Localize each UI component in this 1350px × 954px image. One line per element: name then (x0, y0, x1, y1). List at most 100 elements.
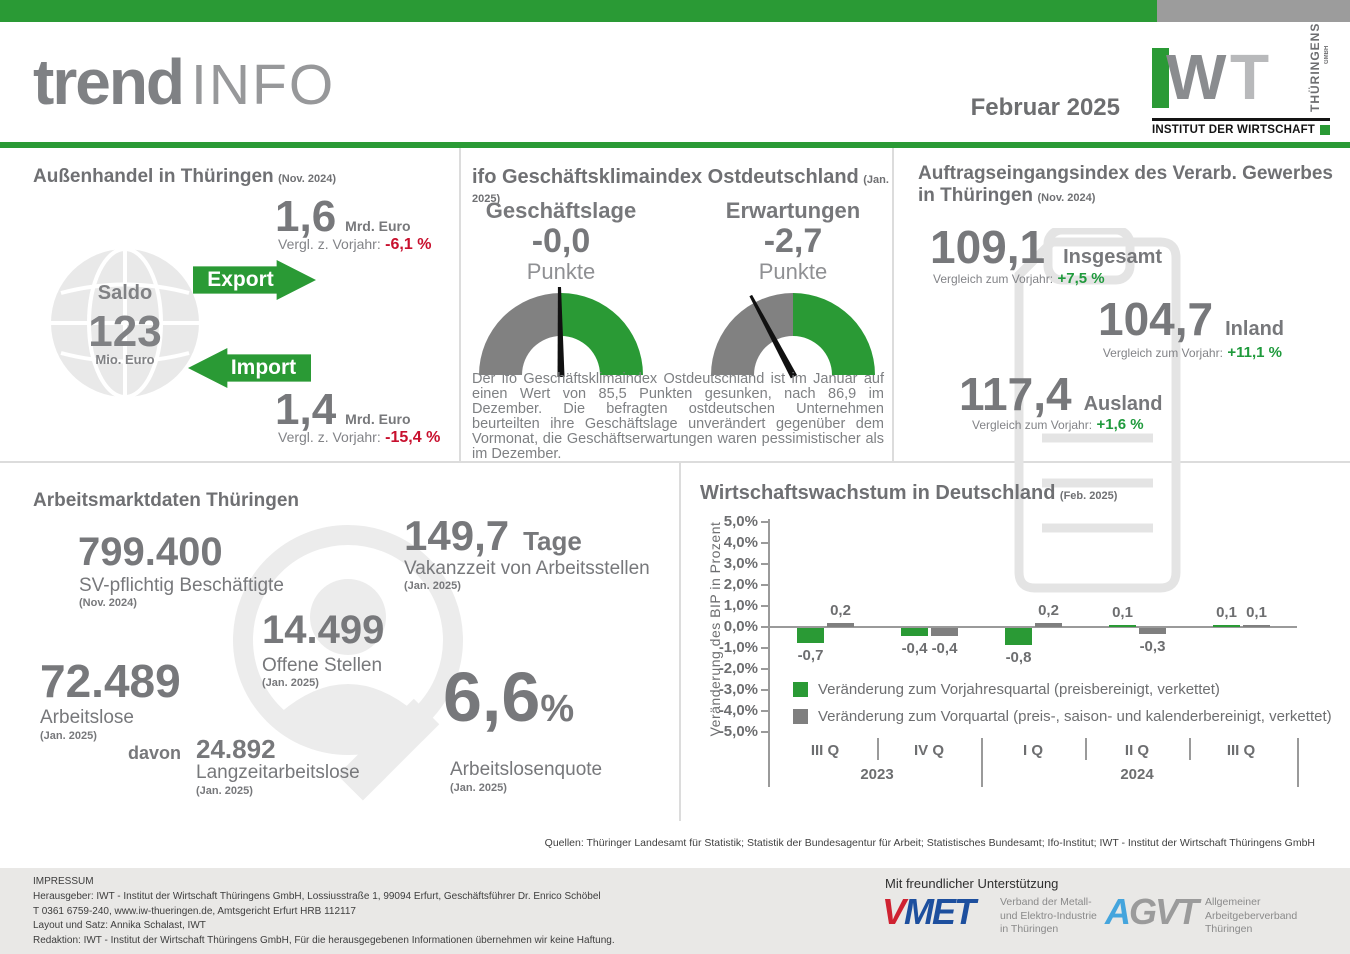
saldo-unit: Mio. Euro (95, 352, 155, 367)
gauge2-dial-icon (711, 292, 875, 379)
y-tick-label: -4,0% (718, 702, 758, 719)
bar-value-label: 0,1 (1216, 604, 1237, 621)
y-tick-label: 2,0% (723, 576, 758, 593)
chart-title-date: (Feb. 2025) (1059, 490, 1118, 502)
bar-vorquartal (931, 628, 958, 636)
offene-stellen-value: 14.499 (262, 608, 385, 652)
impressum-lines: Herausgeber: IWT - Institut der Wirtscha… (33, 890, 693, 948)
y-tick-label: 4,0% (723, 534, 758, 551)
top-green-bar (0, 0, 1350, 22)
order-inland-row: 104,7 Inland (1098, 296, 1284, 342)
arbeitsmarkt-title: Arbeitsmarktdaten Thüringen (33, 490, 300, 511)
vakanzzeit-value: 149,7 (404, 512, 510, 559)
bar-vorjahresquartal (1213, 625, 1240, 627)
gauge2-value: -2,7 (763, 222, 823, 260)
gauge1-dial-icon (479, 284, 643, 377)
legend-label: Veränderung zum Vorjahresquartal (preisb… (818, 681, 1220, 698)
panel-arbeitsmarkt: Arbeitsmarktdaten Thüringen 799.400 SV-p… (0, 462, 680, 822)
y-tick-label: 3,0% (723, 555, 758, 572)
order-total-compare-label: Vergleich zum Vorjahr: (933, 272, 1054, 286)
order-total-compare-value: +7,5 % (1057, 270, 1105, 287)
agvt-logo-gvt: GVT (1129, 891, 1199, 932)
export-arrow-label: Export (207, 268, 274, 291)
impressum-line: Layout und Satz: Annika Schalast, IWT (33, 920, 206, 932)
bar-value-label: -0,8 (1005, 649, 1032, 666)
order-ausland-compare-value: +1,6 % (1096, 416, 1144, 433)
arbeitslose-label: Arbeitslose (40, 707, 134, 728)
vmet-logo-met: MET (904, 891, 976, 932)
vmet-desc-line: und Elektro-Industrie (1000, 909, 1097, 922)
gauge2-label: Erwartungen (725, 198, 861, 223)
bar-value-label: -0,7 (797, 647, 824, 664)
legend-swatch (793, 682, 808, 697)
beschaeftigte-label: SV-pflichtig Beschäftigte (79, 575, 284, 596)
bar-vorjahresquartal (1109, 625, 1136, 627)
y-tick-mark (761, 584, 768, 586)
quarter-separator (1085, 738, 1087, 760)
x-quarter-label: IV Q (913, 742, 944, 759)
impressum-title: IMPRESSUM (33, 876, 94, 887)
import-value: 1,4 (275, 385, 337, 434)
gauge2-unit: Punkte (758, 258, 828, 284)
header-green-rule (0, 142, 1350, 148)
y-tick-label: -5,0% (718, 723, 758, 740)
agvt-desc-line: Allgemeiner (1205, 896, 1261, 908)
y-tick-mark (761, 668, 768, 670)
support-title: Mit freundlicher Unterstützung (885, 876, 1059, 891)
divider-v2 (892, 148, 894, 462)
y-tick-label: 0,0% (723, 618, 758, 635)
y-tick-label: 5,0% (723, 513, 758, 530)
y-tick-mark (761, 710, 768, 712)
logo-trend-text: trend (33, 46, 185, 118)
iwt-logo-w: W (1166, 41, 1226, 113)
bar-value-label: 0,1 (1246, 604, 1267, 621)
gauge-geschaeftslage: Geschäftslage -0,0 Punkte (478, 198, 644, 384)
chart-title-text: Wirtschaftswachstum in Deutschland (700, 482, 1056, 504)
aussenhandel-title-text: Außenhandel in Thüringen (33, 166, 274, 187)
auftrag-title-line2: in Thüringen (918, 184, 1034, 206)
order-ausland-compare: Vergleich zum Vorjahr: +1,6 % (972, 416, 1144, 434)
bar-value-label: -0,4 (901, 640, 928, 657)
panel-ifo: ifo Geschäftsklimaindex Ostdeutschland (… (460, 150, 892, 462)
iwt-logo-i-bar (1152, 48, 1169, 108)
legend-swatch (793, 709, 808, 724)
langzeit-date: (Jan. 2025) (196, 785, 253, 797)
export-unit: Mrd. Euro (345, 218, 411, 234)
langzeit-prefix: davon (128, 743, 182, 763)
bar-value-label: -0,4 (931, 640, 958, 657)
bip-bar-chart: 5,0% 4,0% 3,0% 2,0% 1,0% 0,0% -1,0% -2,0% -3,0% -… (680, 470, 1350, 822)
bar-value-label: -0,3 (1139, 638, 1166, 655)
panel-aussenhandel-title: Außenhandel in Thüringen (Nov. 2024) (33, 166, 336, 188)
auftrag-title-line1: Auftragseingangsindex des Verarb. Gewerb… (918, 163, 1333, 184)
order-total-label: Insgesamt (1063, 246, 1163, 268)
year-separator (1297, 738, 1299, 787)
vakanzzeit-date: (Jan. 2025) (404, 580, 461, 592)
legend-label: Veränderung zum Vorquartal (preis-, sais… (818, 708, 1332, 725)
panel-auftrag-title: Auftragseingangsindex des Verarb. Gewerb… (918, 163, 1333, 207)
y-tick-mark (761, 521, 768, 523)
beschaeftigte-value: 799.400 (78, 530, 223, 574)
globe-icon (51, 248, 199, 398)
order-total-value: 109,1 (930, 221, 1046, 273)
export-compare-value: -6,1 % (385, 236, 432, 253)
export-arrow: Export (193, 260, 316, 300)
import-arrow-label: Import (230, 356, 297, 379)
saldo-value: 123 (88, 307, 162, 356)
iwt-green-square (1320, 125, 1331, 135)
x-axis-line (768, 626, 1297, 628)
quote-label: Arbeitslosenquote (450, 759, 603, 780)
import-unit: Mrd. Euro (345, 411, 411, 427)
x-year-label: 2024 (1120, 766, 1154, 783)
export-compare: Vergl. z. Vorjahr: -6,1 % (278, 236, 431, 254)
quote-row: 6,6 % (443, 662, 574, 732)
gauge-erwartungen: Erwartungen -2,7 Punkte (710, 198, 876, 384)
bar-value-label: 0,1 (1112, 604, 1133, 621)
vmet-logo: VMET (882, 891, 976, 932)
bar-vorjahresquartal (1005, 628, 1032, 645)
import-arrow: Import (188, 348, 311, 388)
ifo-title-date: (Jan. 2025) (472, 174, 889, 205)
bar-value-label: 0,2 (830, 602, 851, 619)
saldo-label: Saldo (97, 282, 153, 304)
iwt-logo-caption: INSTITUT DER WIRTSCHAFT (1152, 118, 1331, 136)
